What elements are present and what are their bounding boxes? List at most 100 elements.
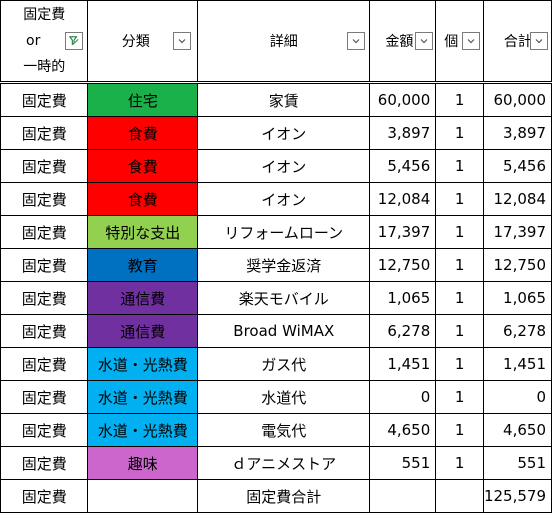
summary-detail-cell[interactable]: 固定費合計 [197,479,371,513]
chevron-down-icon [178,39,186,44]
detail-cell[interactable]: 楽天モバイル [197,281,371,315]
qty-cell[interactable]: 1 [435,149,484,183]
total-cell[interactable]: 3,897 [482,116,552,150]
detail-cell[interactable]: イオン [197,116,371,150]
type-cell[interactable]: 固定費 [0,82,89,117]
type-cell[interactable]: 固定費 [0,149,89,183]
category-cell[interactable]: 通信費 [87,314,199,348]
detail-cell[interactable]: リフォームローン [197,215,371,249]
qty-cell[interactable]: 1 [435,248,484,282]
table-row: 固定費 特別な支出 リフォームローン 17,397 1 17,397 [0,215,552,249]
amount-cell[interactable]: 60,000 [369,82,437,117]
type-cell[interactable]: 固定費 [0,314,89,348]
type-cell[interactable]: 固定費 [0,347,89,381]
type-cell[interactable]: 固定費 [0,413,89,447]
type-cell[interactable]: 固定費 [0,116,89,150]
qty-cell[interactable]: 1 [435,446,484,480]
total-cell[interactable]: 17,397 [482,215,552,249]
amount-cell[interactable]: 551 [369,446,437,480]
summary-row: 固定費 固定費合計 125,579 [0,479,552,513]
summary-total-cell[interactable]: 125,579 [482,479,552,513]
category-cell[interactable]: 教育 [87,248,199,282]
category-cell[interactable]: 水道・光熱費 [87,380,199,414]
detail-cell[interactable]: ｄアニメストア [197,446,371,480]
category-cell[interactable]: 趣味 [87,446,199,480]
category-cell[interactable]: 食費 [87,182,199,216]
amount-cell[interactable]: 17,397 [369,215,437,249]
amount-cell[interactable]: 1,065 [369,281,437,315]
header-total: 合計 [482,0,552,84]
amount-cell[interactable]: 6,278 [369,314,437,348]
category-cell[interactable]: 通信費 [87,281,199,315]
total-cell[interactable]: 12,084 [482,182,552,216]
type-cell[interactable]: 固定費 [0,182,89,216]
qty-cell[interactable]: 1 [435,413,484,447]
type-cell[interactable]: 固定費 [0,446,89,480]
qty-cell[interactable]: 1 [435,347,484,381]
total-cell[interactable]: 5,456 [482,149,552,183]
total-filter-button[interactable] [529,32,548,50]
detail-cell[interactable]: Broad WiMAX [197,314,371,348]
total-cell[interactable]: 551 [482,446,552,480]
total-cell[interactable]: 4,650 [482,413,552,447]
amount-cell[interactable]: 3,897 [369,116,437,150]
detail-cell[interactable]: 電気代 [197,413,371,447]
type-cell[interactable]: 固定費 [0,380,89,414]
qty-cell[interactable]: 1 [435,182,484,216]
detail-cell[interactable]: ガス代 [197,347,371,381]
table-row: 固定費 住宅 家賃 60,000 1 60,000 [0,82,552,117]
category-cell[interactable]: 食費 [87,116,199,150]
total-cell[interactable]: 1,065 [482,281,552,315]
header-qty: 個 [435,0,484,84]
type-cell[interactable]: 固定費 [0,215,89,249]
category-filter-button[interactable] [173,32,192,50]
table-body: 固定費 住宅 家賃 60,000 1 60,000 固定費 食費 イオン 3,897 1 3,897 固… [0,82,552,480]
header-type-line-3: 一時的 [23,59,66,75]
total-cell[interactable]: 1,451 [482,347,552,381]
amount-cell[interactable]: 5,456 [369,149,437,183]
detail-cell[interactable]: イオン [197,149,371,183]
amount-cell[interactable]: 12,750 [369,248,437,282]
detail-cell[interactable]: イオン [197,182,371,216]
type-cell[interactable]: 固定費 [0,281,89,315]
category-cell[interactable]: 特別な支出 [87,215,199,249]
category-cell[interactable]: 水道・光熱費 [87,413,199,447]
table-row: 固定費 水道・光熱費 水道代 0 1 0 [0,380,552,414]
amount-cell[interactable]: 0 [369,380,437,414]
summary-qty-cell[interactable] [435,479,484,513]
category-cell[interactable]: 住宅 [87,82,199,117]
total-cell[interactable]: 0 [482,380,552,414]
detail-filter-button[interactable] [347,32,366,50]
summary-amount-cell[interactable] [369,479,437,513]
table-row: 固定費 食費 イオン 12,084 1 12,084 [0,182,552,216]
detail-cell[interactable]: 家賃 [197,82,371,117]
summary-category-cell[interactable] [87,479,199,513]
total-cell[interactable]: 60,000 [482,82,552,117]
qty-cell[interactable]: 1 [435,380,484,414]
qty-cell[interactable]: 1 [435,82,484,117]
category-cell[interactable]: 水道・光熱費 [87,347,199,381]
qty-filter-button[interactable] [462,32,481,50]
chevron-down-icon [420,39,428,44]
summary-type-cell[interactable]: 固定費 [0,479,89,513]
category-cell[interactable]: 食費 [87,149,199,183]
header-category: 分類 [87,0,199,84]
qty-cell[interactable]: 1 [435,116,484,150]
amount-cell[interactable]: 4,650 [369,413,437,447]
amount-filter-button[interactable] [415,32,434,50]
chevron-down-icon [535,39,543,44]
type-cell[interactable]: 固定費 [0,248,89,282]
detail-cell[interactable]: 水道代 [197,380,371,414]
amount-cell[interactable]: 12,084 [369,182,437,216]
type-filter-button[interactable] [65,32,83,50]
detail-cell[interactable]: 奨学金返済 [197,248,371,282]
qty-cell[interactable]: 1 [435,314,484,348]
total-cell[interactable]: 6,278 [482,314,552,348]
total-cell[interactable]: 12,750 [482,248,552,282]
table-row: 固定費 水道・光熱費 電気代 4,650 1 4,650 [0,413,552,447]
amount-cell[interactable]: 1,451 [369,347,437,381]
qty-cell[interactable]: 1 [435,281,484,315]
chevron-down-icon [352,39,360,44]
qty-cell[interactable]: 1 [435,215,484,249]
